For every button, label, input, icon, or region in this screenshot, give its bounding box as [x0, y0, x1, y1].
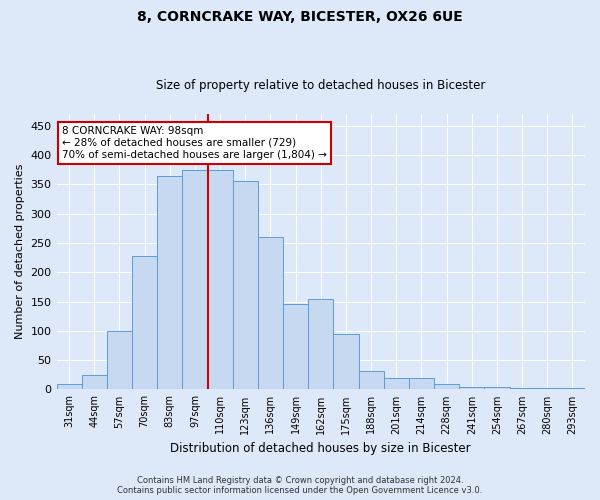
Bar [484, 386, 509, 390]
Y-axis label: Number of detached properties: Number of detached properties [15, 164, 25, 340]
X-axis label: Distribution of detached houses by size in Bicester: Distribution of detached houses by size … [170, 442, 471, 455]
Bar [157, 176, 182, 390]
Bar [409, 378, 434, 390]
Bar [208, 170, 233, 390]
Bar [258, 237, 283, 390]
Text: Contains HM Land Registry data © Crown copyright and database right 2024.
Contai: Contains HM Land Registry data © Crown c… [118, 476, 482, 495]
Bar [434, 384, 459, 390]
Bar [359, 370, 383, 390]
Bar [383, 378, 409, 390]
Bar [509, 388, 535, 390]
Text: 8 CORNCRAKE WAY: 98sqm
← 28% of detached houses are smaller (729)
70% of semi-de: 8 CORNCRAKE WAY: 98sqm ← 28% of detached… [62, 126, 327, 160]
Bar [132, 256, 157, 390]
Bar [334, 334, 359, 390]
Bar [233, 182, 258, 390]
Title: Size of property relative to detached houses in Bicester: Size of property relative to detached ho… [156, 79, 485, 92]
Bar [459, 386, 484, 390]
Bar [182, 170, 208, 390]
Bar [535, 388, 560, 390]
Bar [82, 375, 107, 390]
Bar [308, 298, 334, 390]
Bar [560, 388, 585, 390]
Bar [283, 304, 308, 390]
Bar [56, 384, 82, 390]
Text: 8, CORNCRAKE WAY, BICESTER, OX26 6UE: 8, CORNCRAKE WAY, BICESTER, OX26 6UE [137, 10, 463, 24]
Bar [107, 331, 132, 390]
